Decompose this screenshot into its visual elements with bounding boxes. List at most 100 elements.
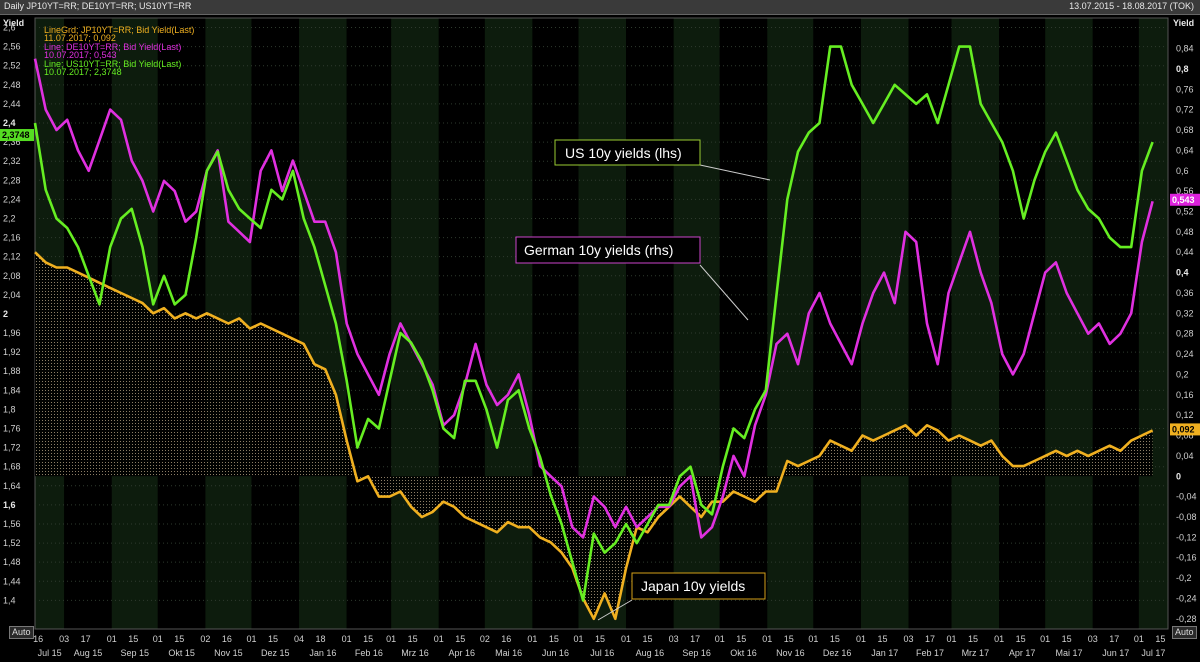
- japan-yield-fill: [35, 252, 1153, 619]
- x-day-label: 01: [1134, 634, 1144, 644]
- japan-yield-area: [35, 252, 1153, 619]
- right-tick-label: 0,8: [1176, 64, 1189, 74]
- us-callout-box: [554, 139, 701, 166]
- right-tick-label: -0,2: [1176, 573, 1192, 583]
- x-day-label: 15: [1155, 634, 1165, 644]
- jp-callout-leader: [597, 599, 633, 621]
- left-tick-label: 1,68: [3, 462, 21, 472]
- left-tick-label: 2,4: [3, 118, 16, 128]
- left-tick-label: 1,48: [3, 557, 21, 567]
- right-tick-label: -0,24: [1176, 593, 1197, 603]
- legend-value: 11.07.2017; 0,092: [44, 33, 116, 43]
- jp-callout-box: [631, 572, 766, 600]
- x-day-label: 15: [968, 634, 978, 644]
- us-callout-leader: [699, 164, 771, 181]
- x-day-label: 01: [856, 634, 866, 644]
- x-month-label: Nov 15: [214, 648, 243, 658]
- x-day-label: 15: [1062, 634, 1072, 644]
- legend: LineGrd; JP10YT=RR; Bid Yield(Last)11.07…: [44, 25, 194, 77]
- right-tick-label: -0,08: [1176, 512, 1197, 522]
- x-day-label: 03: [669, 634, 679, 644]
- right-tick-label: 0,2: [1176, 369, 1189, 379]
- left-tick-label: 1,8: [3, 404, 16, 414]
- right-tick-label: 0: [1176, 471, 1181, 481]
- x-day-label: 01: [342, 634, 352, 644]
- de-last-value-tag: 0,543: [1172, 195, 1195, 205]
- month-band: [346, 18, 392, 629]
- x-month-label: Sep 15: [121, 648, 150, 658]
- x-day-label: 15: [174, 634, 184, 644]
- left-tick-label: 2,28: [3, 175, 21, 185]
- x-day-label: 17: [1109, 634, 1119, 644]
- legend-entry: LineGrd; JP10YT=RR; Bid Yield(Last): [44, 25, 194, 35]
- x-month-label: Feb 17: [916, 648, 944, 658]
- right-tick-label: 0,12: [1176, 410, 1194, 420]
- right-tick-label: -0,04: [1176, 492, 1197, 502]
- x-day-label: 02: [200, 634, 210, 644]
- month-band: [719, 18, 768, 629]
- month-band: [951, 18, 1000, 629]
- x-day-label: 04: [294, 634, 304, 644]
- x-month-label: Sep 16: [682, 648, 711, 658]
- x-day-label: 01: [434, 634, 444, 644]
- month-band: [391, 18, 439, 629]
- x-month-label: Dez 15: [261, 648, 290, 658]
- right-tick-label: 0,4: [1176, 268, 1189, 278]
- x-month-label: Okt 15: [168, 648, 195, 658]
- x-day-label: 01: [994, 634, 1004, 644]
- x-month-label: Nov 16: [776, 648, 805, 658]
- last-value-tags: 2,3748 0,543 0,092: [0, 129, 1200, 436]
- right-tick-label: 0,28: [1176, 329, 1194, 339]
- x-day-label: 02: [480, 634, 490, 644]
- left-tick-label: 2,08: [3, 271, 21, 281]
- right-tick-label: 0,76: [1176, 84, 1194, 94]
- x-day-label: 17: [925, 634, 935, 644]
- month-band: [813, 18, 861, 629]
- x-day-label: 15: [784, 634, 794, 644]
- x-day-label: 15: [736, 634, 746, 644]
- left-tick-label: 2,04: [3, 290, 21, 300]
- x-day-label: 01: [107, 634, 117, 644]
- window-titlebar: Daily JP10YT=RR; DE10YT=RR; US10YT=RR 13…: [0, 0, 1200, 15]
- legend-entry: Line; US10YT=RR; Bid Yield(Last): [44, 59, 181, 69]
- left-axis-label: Yield: [3, 18, 24, 28]
- right-axis: Yield0,840,80,760,720,680,640,60,560,520…: [1173, 18, 1197, 624]
- left-tick-label: 1,72: [3, 443, 21, 453]
- annotations: US 10y yields (lhs) German 10y yields (rh…: [515, 139, 771, 621]
- auto-scale-left-button[interactable]: Auto: [9, 626, 34, 639]
- x-day-label: 01: [527, 634, 537, 644]
- x-day-label: 15: [549, 634, 559, 644]
- right-tick-label: 0,52: [1176, 206, 1194, 216]
- de-callout-leader: [699, 264, 749, 321]
- left-tick-label: 2,12: [3, 252, 21, 262]
- right-tick-label: -0,16: [1176, 553, 1197, 563]
- x-day-label: 15: [830, 634, 840, 644]
- left-tick-label: 1,44: [3, 576, 21, 586]
- right-tick-label: 0,48: [1176, 227, 1194, 237]
- x-day-label: 03: [904, 634, 914, 644]
- left-tick-label: 2,44: [3, 99, 21, 109]
- x-month-label: Aug 16: [636, 648, 665, 658]
- x-day-label: 15: [877, 634, 887, 644]
- right-tick-label: 0,32: [1176, 308, 1194, 318]
- right-tick-label: 0,44: [1176, 247, 1194, 257]
- left-tick-label: 2,2: [3, 213, 16, 223]
- left-tick-label: 1,64: [3, 481, 21, 491]
- auto-scale-right-button[interactable]: Auto: [1172, 626, 1197, 639]
- right-tick-label: 0,16: [1176, 390, 1194, 400]
- left-tick-label: 2: [3, 309, 8, 319]
- x-day-label: 03: [59, 634, 69, 644]
- month-band: [438, 18, 485, 629]
- left-tick-label: 2,6: [3, 23, 16, 33]
- japan-10y-yield-line: [34, 251, 1154, 621]
- x-day-label: 01: [715, 634, 725, 644]
- legend-entry: Line; DE10YT=RR; Bid Yield(Last): [44, 42, 181, 52]
- x-day-label: 15: [128, 634, 138, 644]
- left-tick-label: 1,96: [3, 328, 21, 338]
- left-tick-label: 1,84: [3, 385, 21, 395]
- right-tick-label: 0,08: [1176, 431, 1194, 441]
- right-tick-label: 0,56: [1176, 186, 1194, 196]
- german-10y-yield-line: [33, 58, 1154, 539]
- x-day-label: 18: [316, 634, 326, 644]
